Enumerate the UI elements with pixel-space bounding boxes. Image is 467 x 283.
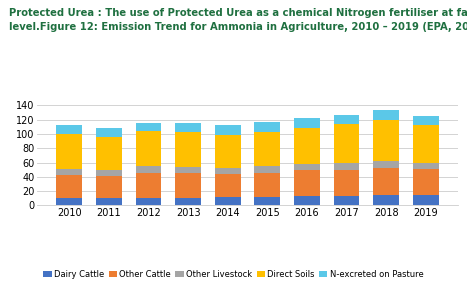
Bar (135, 198, 162, 205)
Bar (255, 122, 280, 132)
Bar (175, 173, 201, 198)
Bar (373, 168, 399, 195)
Bar (135, 166, 162, 173)
Bar (57, 125, 82, 134)
Bar (373, 120, 399, 161)
Bar (96, 170, 122, 176)
Bar (373, 110, 399, 120)
Legend: Dairy Cattle, Other Cattle, Other Livestock, Direct Soils, N-excreted on Pasture: Dairy Cattle, Other Cattle, Other Livest… (43, 270, 424, 279)
Bar (215, 168, 241, 174)
Bar (294, 170, 320, 196)
Bar (294, 128, 320, 164)
Bar (96, 137, 122, 170)
Bar (135, 131, 162, 166)
Text: Protected Urea : The use of Protected Urea as a chemical Nitrogen fertiliser at : Protected Urea : The use of Protected Ur… (9, 8, 467, 32)
Bar (135, 173, 162, 198)
Bar (333, 124, 360, 163)
Bar (333, 163, 360, 170)
Bar (413, 169, 439, 195)
Bar (96, 128, 122, 137)
Bar (413, 162, 439, 169)
Bar (294, 117, 320, 128)
Bar (57, 134, 82, 169)
Bar (294, 196, 320, 205)
Bar (135, 123, 162, 131)
Bar (215, 174, 241, 198)
Bar (333, 115, 360, 124)
Bar (333, 170, 360, 196)
Bar (215, 135, 241, 168)
Bar (255, 173, 280, 197)
Bar (57, 198, 82, 205)
Bar (333, 196, 360, 205)
Bar (215, 125, 241, 135)
Bar (57, 169, 82, 175)
Bar (175, 198, 201, 205)
Bar (175, 167, 201, 173)
Bar (175, 132, 201, 167)
Bar (96, 198, 122, 205)
Bar (373, 161, 399, 168)
Bar (255, 197, 280, 205)
Bar (294, 164, 320, 170)
Bar (96, 176, 122, 198)
Bar (175, 123, 201, 132)
Bar (57, 175, 82, 198)
Bar (413, 125, 439, 162)
Bar (413, 195, 439, 205)
Bar (413, 116, 439, 125)
Bar (255, 166, 280, 173)
Bar (255, 132, 280, 166)
Bar (373, 195, 399, 205)
Bar (215, 198, 241, 205)
